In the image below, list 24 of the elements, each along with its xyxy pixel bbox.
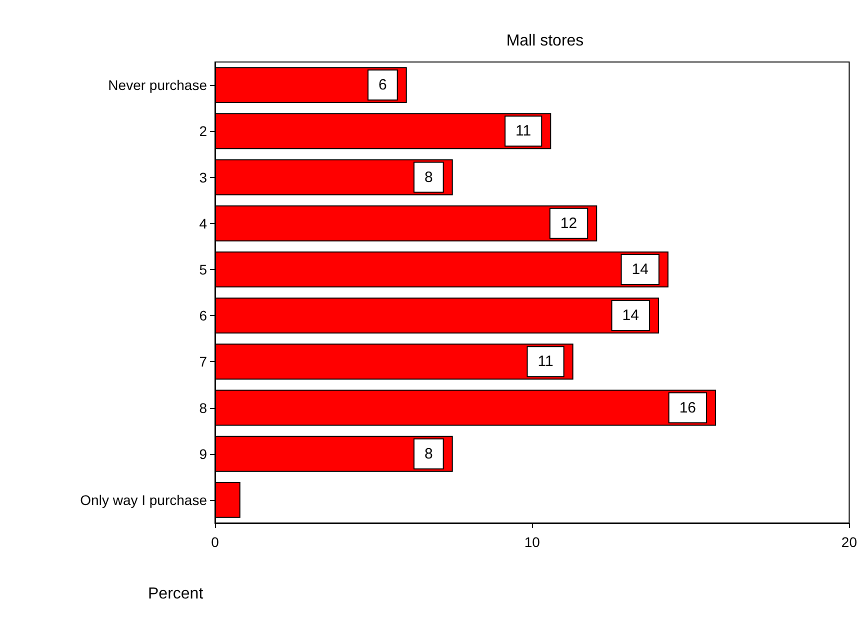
x-tick-label: 20 <box>841 534 858 550</box>
y-tick-label: 4 <box>199 215 208 232</box>
y-tick-label: 2 <box>199 123 208 140</box>
data-label: 11 <box>538 353 554 370</box>
data-label: 16 <box>679 399 696 416</box>
y-tick-label: 8 <box>199 400 208 416</box>
y-tick-label: 7 <box>199 354 208 370</box>
data-label: 14 <box>632 260 648 278</box>
data-label: 11 <box>516 122 532 140</box>
y-tick-label: 6 <box>199 308 208 324</box>
data-label: 8 <box>424 168 433 186</box>
data-label: 6 <box>378 76 387 94</box>
data-label: 8 <box>424 445 433 462</box>
y-tick-label: 5 <box>199 261 208 278</box>
x-axis-title: Percent <box>148 586 204 602</box>
data-label: 12 <box>560 214 578 232</box>
chart-title: Mall stores <box>506 32 584 50</box>
x-tick-label: 10 <box>524 534 540 550</box>
x-tick-label: 0 <box>211 534 220 550</box>
y-tick-label: 3 <box>199 169 208 186</box>
y-tick-label: Never purchase <box>108 77 208 94</box>
data-label: 14 <box>622 307 639 324</box>
y-tick-label: Only way I purchase <box>80 492 208 508</box>
y-tick-label: 9 <box>199 446 208 462</box>
